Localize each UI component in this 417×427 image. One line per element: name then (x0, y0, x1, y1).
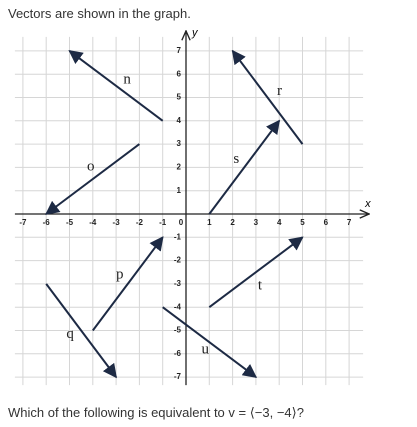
vector (45, 283, 117, 379)
y-tick-label: -7 (174, 372, 182, 381)
vector-label: r (277, 83, 282, 99)
y-tick-label: 4 (177, 116, 182, 125)
vector-label: p (116, 266, 124, 282)
x-tick-label: -2 (136, 218, 144, 227)
graph: x y -7 -6 -5 -4 -3 -2 -1 0 1 2 3 4 5 6 7 -7 -6 -5 -4 -3 -2 -1 1 2… (14, 30, 371, 386)
vector-label: q (66, 326, 74, 342)
y-tick-label: 2 (177, 163, 182, 172)
y-tick-label: 3 (177, 139, 182, 148)
x-tick-label: 4 (277, 218, 282, 227)
y-tick-label: -6 (174, 349, 182, 358)
vector (208, 236, 304, 309)
y-tick-label: -5 (174, 326, 182, 335)
vector (208, 119, 281, 215)
x-tick-label: -6 (43, 218, 51, 227)
x-tick-label: -7 (19, 218, 27, 227)
vector (68, 50, 164, 122)
x-tick-label: 6 (324, 218, 329, 227)
x-tick-label: 0 (179, 218, 184, 227)
y-tick-label: -2 (174, 256, 182, 265)
y-tick-label: -4 (174, 302, 182, 311)
vector-label: s (233, 151, 239, 167)
question: Which of the following is equivalent to … (8, 405, 304, 420)
x-tick-label: 2 (230, 218, 235, 227)
y-tick-label: 1 (177, 186, 182, 195)
x-tick-label: -1 (159, 218, 167, 227)
y-tick-label: 7 (177, 46, 182, 55)
vector-label: u (202, 342, 210, 358)
x-tick-label: 1 (207, 218, 212, 227)
y-tick-label: -3 (174, 279, 182, 288)
x-tick-label: 5 (300, 218, 305, 227)
vector (162, 306, 258, 378)
vector (45, 143, 140, 215)
x-tick-label: -5 (66, 218, 74, 227)
x-axis-label: x (364, 198, 371, 210)
y-tick-label: -1 (174, 232, 182, 241)
x-tick-label: -3 (113, 218, 121, 227)
y-tick-label: 6 (177, 69, 182, 78)
prompt: Vectors are shown in the graph. (8, 6, 191, 21)
vector-label: n (123, 71, 131, 87)
vector (92, 236, 164, 332)
x-tick-label: -4 (89, 218, 97, 227)
x-tick-label: 3 (254, 218, 259, 227)
vector (231, 49, 304, 145)
y-axis-label: y (191, 30, 199, 39)
y-tick-label: 5 (177, 93, 182, 102)
vector-label: t (258, 278, 263, 294)
x-tick-label: 7 (347, 218, 352, 227)
vector-label: o (87, 158, 95, 174)
